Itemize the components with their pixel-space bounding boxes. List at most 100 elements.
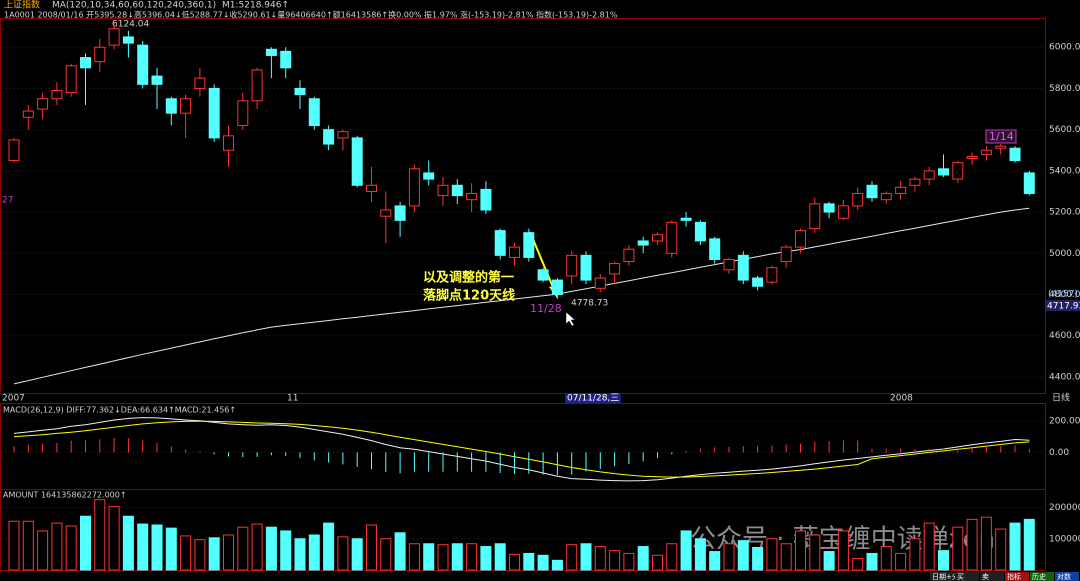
volume-bar [380,538,392,571]
volume-bar [737,540,749,571]
tab-label[interactable]: 指标 [1007,572,1021,581]
candle-body [37,98,49,110]
volume-bar [80,515,91,571]
candle-body [194,77,206,89]
candle-body [394,205,406,221]
y-tick-label: 4600.00 [1049,331,1080,341]
volume-bar [694,538,706,571]
candle-body [995,145,1007,149]
cursor [565,311,576,327]
volume-bar [366,524,377,571]
volume-bar [923,522,935,571]
note: 以及调整的第一 [423,270,514,286]
volume-bar [151,524,163,571]
volume-panel [0,489,1046,571]
candle-body [952,162,964,180]
y-tick-label: 5800.00 [1049,84,1080,94]
candle-body [551,279,563,296]
volume-bar [537,554,549,571]
tab[interactable] [1030,572,1054,581]
candle-body [580,254,592,281]
tab[interactable] [1005,572,1029,581]
volume-bar [623,552,635,571]
candle-body [923,170,935,180]
x-label: 2007 [2,394,25,404]
macd-title: MACD(26,12,9) DIFF:77.362↓DEA:66.634↑MAC… [3,406,236,415]
candle-body [837,205,849,219]
volume-bar [180,535,192,571]
tab[interactable] [980,572,1004,581]
volume-bar [523,552,535,571]
tab-label[interactable]: 对数 [1057,572,1071,581]
price-flag: (4157) [1048,290,1078,300]
tab-label[interactable]: 买 [957,573,964,581]
tabs: 日期+分买 卖 指标 历史 对数 [930,572,1079,581]
volume-bar [223,534,234,571]
indicator: MA(120,10,34,60,60,120,240,360,1) [52,1,216,11]
candle-body [966,155,978,160]
tab[interactable] [930,572,954,581]
candle-body [852,193,864,207]
volume-bar [637,546,649,571]
tab-label[interactable]: 历史 [1032,572,1046,581]
volume-bar [265,526,277,571]
x-cursor-box [565,393,621,403]
tab[interactable] [1055,572,1079,581]
candle-body [895,186,907,195]
y-tick-label: 5400.00 [1049,166,1080,176]
candle-body [423,172,435,180]
volume-title: AMOUNT 164135862272.000↑ [3,491,127,500]
y-tick-label: 200.00 [1049,416,1080,426]
volume-bar [766,538,778,571]
volume-bar [494,543,506,571]
volume-bar [394,532,406,571]
candle-body [523,232,535,258]
ma-value: M1:5218.946↑ [222,1,289,11]
candle-body [223,135,234,151]
candle-body [566,254,578,277]
volume-bar [323,522,335,571]
candle-body [251,69,263,102]
volume-bar [938,550,949,571]
volume-bar [551,559,563,571]
candle-body [594,277,606,289]
macd-line [13,420,1030,478]
volume-bar [752,547,764,571]
price-flag-box [1046,300,1080,311]
candle-body [108,28,120,46]
candle-body [165,98,177,114]
candle-body [65,65,77,94]
candle-body [980,149,992,155]
volume-bar [609,550,621,571]
high-label: 6124.04 [112,20,149,30]
y-tick-label: 5600.00 [1049,125,1080,135]
volume-bar [408,543,420,571]
volume-bar [351,538,363,571]
candle-body [723,258,735,271]
volume-bar [980,516,992,571]
candle-body [337,131,349,139]
volume-bar [909,538,921,571]
candle-body [737,254,749,281]
candle-body [709,238,721,260]
candle-body [366,184,377,192]
candle-body [1023,172,1035,195]
y-tick-label: 200000 [1049,503,1080,513]
volume-bar [1023,518,1035,571]
candle-body [809,203,821,230]
volume-bar [780,543,792,571]
volume-bar [94,499,106,571]
tab-label[interactable]: 卖 [982,573,989,581]
volume-bar [466,543,478,571]
y-tick-label: 0.00 [1049,448,1069,458]
volume-bar [852,557,864,571]
volume-bar [237,526,249,571]
volume-bar [666,543,678,571]
volume-bar [580,543,592,571]
note: 落脚点120天线 [423,288,515,304]
tab-label[interactable]: 日期+分 [932,572,959,581]
candle-body [509,246,520,258]
tab[interactable] [955,572,979,581]
